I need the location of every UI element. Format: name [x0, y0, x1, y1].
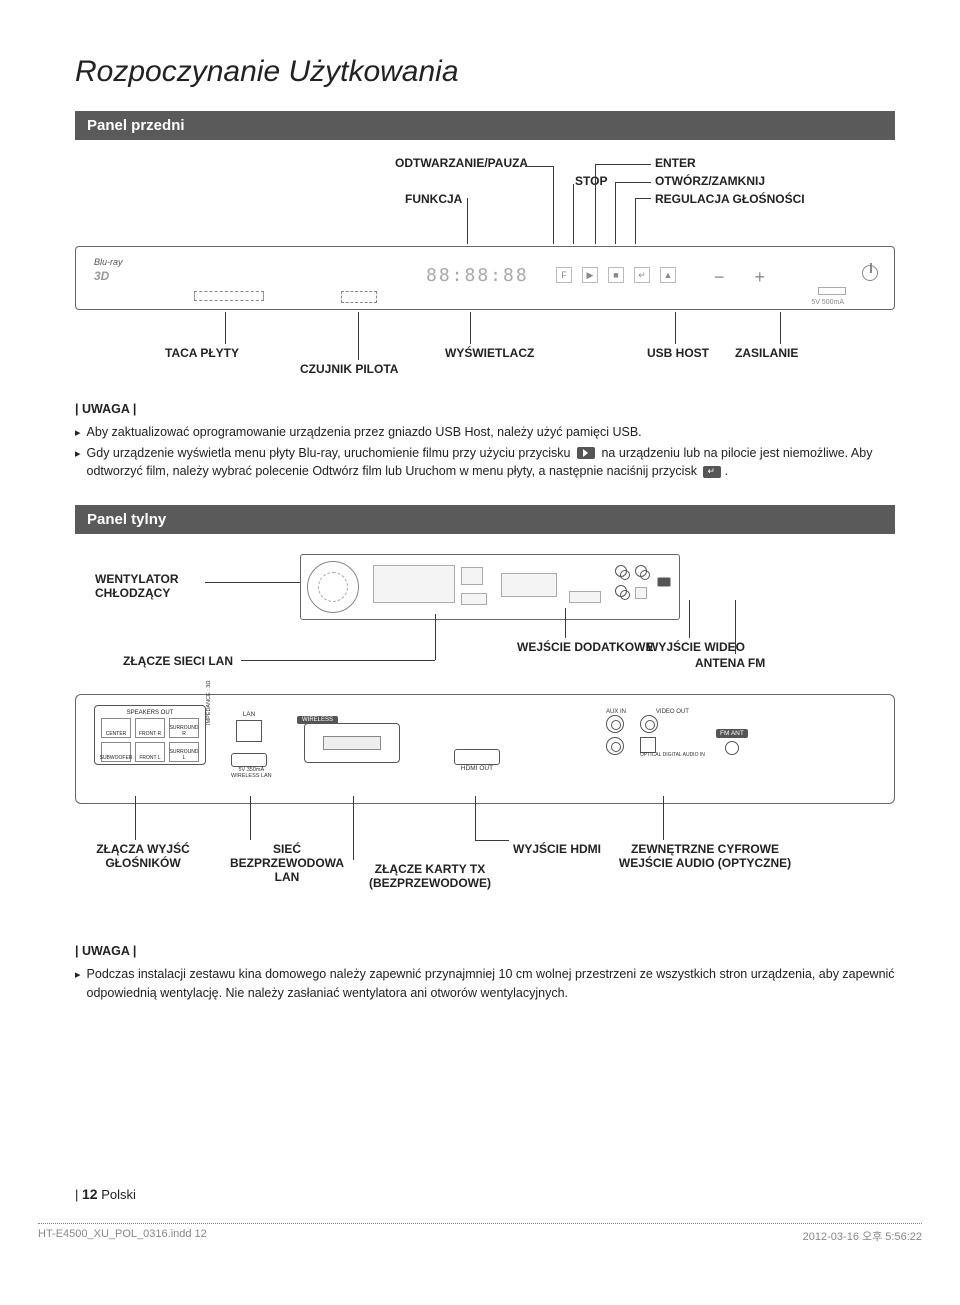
print-file: HT-E4500_XU_POL_0316.indd 12 — [38, 1228, 207, 1244]
lan-port — [236, 720, 262, 742]
optical-label: OPTICAL DIGITAL AUDIO IN — [640, 753, 705, 758]
bluray-logo: Blu-ray — [94, 257, 123, 267]
rear-mini-illustration — [300, 554, 680, 620]
note-1-line-2: Gdy urządzenie wyświetla menu płyty Blu-… — [87, 444, 895, 482]
label-fan: WENTYLATOR CHŁODZĄCY — [95, 572, 215, 600]
label-enter: ENTER — [655, 156, 696, 170]
video-rca — [640, 715, 658, 733]
bluray-3d-logo: 3D — [94, 269, 109, 283]
label-usb: USB HOST — [647, 346, 709, 360]
lan-label: LAN — [236, 711, 262, 718]
note-1-heading: | UWAGA | — [75, 400, 895, 419]
print-timestamp: 2012-03-16 오후 5:56:22 — [803, 1228, 922, 1244]
hdmi-port — [454, 749, 500, 765]
play-inline-icon — [577, 447, 595, 459]
ir-sensor — [341, 291, 377, 303]
label-function: FUNKCJA — [405, 192, 462, 206]
label-open-close: OTWÓRZ/ZAMKNIJ — [655, 174, 765, 188]
spk-subwoofer: SUBWOOFER — [101, 742, 131, 762]
spk-surround-l: SURROUND L — [169, 742, 199, 762]
note-block-2: | UWAGA | Podczas instalacji zestawu kin… — [75, 942, 895, 1002]
speakers-out-title: SPEAKERS OUT — [101, 710, 199, 716]
label-stop: STOP — [575, 174, 607, 188]
page-number: 12 — [82, 1186, 98, 1202]
label-fm: ANTENA FM — [695, 656, 765, 670]
label-speakers-out: ZŁĄCZA WYJŚĆ GŁOŚNIKÓW — [83, 842, 203, 870]
play-icon: ▶ — [582, 267, 598, 283]
speakers-out-box: SPEAKERS OUT CENTER FRONT R SURROUND R S… — [94, 705, 206, 765]
hdmi-label: HDMI OUT — [454, 765, 500, 772]
usb-slot — [818, 287, 846, 295]
wireless-badge: WIRELESS — [297, 716, 338, 724]
spk-front-l: FRONT L — [135, 742, 165, 762]
device-front-panel: Blu-ray 3D 88:88:88 F ▶ ■ ↵ ▲ −+ 5V 500m… — [75, 246, 895, 310]
aux-l — [606, 737, 624, 755]
label-digital: ZEWNĘTRZNE CYFROWE WEJŚCIE AUDIO (OPTYCZ… — [615, 842, 795, 870]
fm-ant-badge: FM ANT — [716, 729, 748, 738]
page-title: Rozpoczynanie Użytkowania — [75, 55, 895, 89]
spk-center: CENTER — [101, 718, 131, 738]
note-2-heading: | UWAGA | — [75, 942, 895, 961]
page-language: Polski — [101, 1187, 136, 1202]
label-tx: ZŁĄCZE KARTY TX (BEZPRZEWODOWE) — [355, 862, 505, 890]
note-1-line-1: Aby zaktualizować oprogramowanie urządze… — [87, 423, 642, 442]
usb-rating: 5V 500mA — [811, 299, 844, 306]
disc-tray — [194, 291, 264, 301]
optical-port — [640, 737, 656, 753]
aux-r — [606, 715, 624, 733]
label-ir: CZUJNIK PILOTA — [300, 362, 398, 376]
note-block-1: | UWAGA | Aby zaktualizować oprogramowan… — [75, 400, 895, 481]
volume-buttons: −+ — [714, 267, 765, 288]
power-icon — [862, 265, 878, 281]
stop-icon: ■ — [608, 267, 624, 283]
wlan-port — [231, 753, 267, 767]
front-button-row: F ▶ ■ ↵ ▲ — [556, 267, 676, 283]
label-play-pause: ODTWARZANIE/PAUZA — [395, 156, 528, 170]
label-volume: REGULACJA GŁOŚNOŚCI — [655, 192, 805, 206]
label-display: WYŚWIETLACZ — [445, 346, 534, 360]
section-front-panel: Panel przedni — [75, 111, 895, 140]
wlan-label: WIRELESS LAN — [231, 773, 272, 779]
fm-ant-jack — [725, 741, 739, 755]
eject-icon: ▲ — [660, 267, 676, 283]
label-lan: ZŁĄCZE SIECI LAN — [123, 654, 233, 668]
label-hdmi: WYJŚCIE HDMI — [513, 842, 601, 856]
impedance-label: IMPEDANCE : 3Ω — [206, 681, 212, 725]
rear-large-illustration: SPEAKERS OUT CENTER FRONT R SURROUND R S… — [75, 694, 895, 804]
note-2-line-1: Podczas instalacji zestawu kina domowego… — [87, 965, 895, 1003]
front-bottom-callouts: TACA PŁYTY CZUJNIK PILOTA WYŚWIETLACZ US… — [75, 322, 895, 382]
print-metadata: HT-E4500_XU_POL_0316.indd 12 2012-03-16 … — [38, 1223, 922, 1244]
front-display: 88:88:88 — [426, 265, 529, 286]
spk-surround-r: SURROUND R — [169, 718, 199, 738]
spk-front-r: FRONT R — [135, 718, 165, 738]
section-rear-panel: Panel tylny — [75, 505, 895, 534]
rear-upper-callouts: WENTYLATOR CHŁODZĄCY ZŁĄCZE SIECI LAN WE… — [75, 550, 895, 690]
label-wlan: SIEĆ BEZPRZEWODOWA LAN — [227, 842, 347, 884]
enter-inline-icon — [703, 466, 721, 478]
front-top-callouts: ODTWARZANIE/PAUZA STOP FUNKCJA ENTER OTW… — [75, 156, 895, 246]
rear-lower-callouts: ZŁĄCZA WYJŚĆ GŁOŚNIKÓW SIEĆ BEZPRZEWODOW… — [75, 804, 895, 924]
func-icon: F — [556, 267, 572, 283]
label-video: WYJŚCIE WIDEO — [647, 640, 745, 654]
label-aux: WEJŚCIE DODATKOWE — [517, 640, 653, 654]
page-footer: | 12 Polski — [75, 1186, 136, 1202]
wireless-slot: WIRELESS — [304, 723, 400, 763]
label-tray: TACA PŁYTY — [165, 346, 239, 360]
label-power: ZASILANIE — [735, 346, 798, 360]
enter-icon: ↵ — [634, 267, 650, 283]
